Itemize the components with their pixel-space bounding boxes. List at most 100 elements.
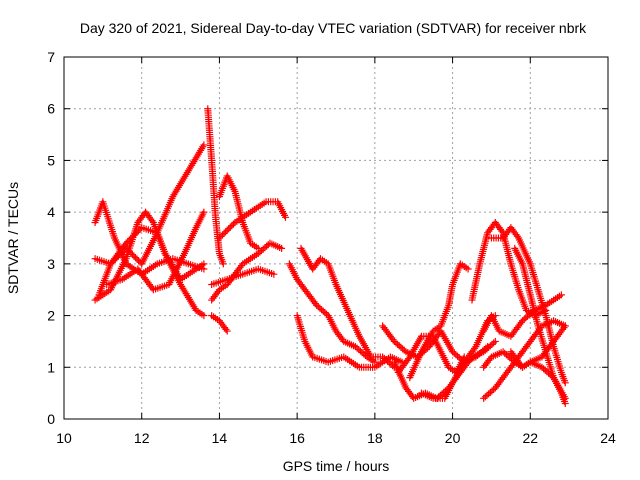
data-point bbox=[228, 222, 236, 230]
data-point bbox=[256, 248, 264, 256]
series-trace-n bbox=[293, 312, 406, 371]
series-trace-z bbox=[507, 348, 569, 402]
data-point bbox=[506, 354, 514, 362]
data-point bbox=[261, 244, 269, 252]
data-point bbox=[124, 246, 132, 254]
data-point bbox=[128, 251, 136, 259]
data-point bbox=[449, 348, 457, 356]
data-point bbox=[397, 343, 405, 351]
data-point bbox=[486, 388, 494, 396]
y-tick-label: 1 bbox=[47, 359, 55, 375]
data-point bbox=[130, 252, 138, 260]
x-tick-label: 16 bbox=[289, 430, 305, 446]
series-trace-f bbox=[204, 105, 227, 268]
data-point bbox=[390, 337, 398, 345]
data-point bbox=[226, 223, 234, 231]
data-point bbox=[502, 351, 510, 359]
data-point bbox=[225, 225, 233, 233]
data-points bbox=[91, 105, 569, 407]
data-point bbox=[499, 348, 507, 356]
series-trace-j bbox=[215, 198, 289, 242]
data-point bbox=[223, 327, 231, 335]
data-point bbox=[314, 303, 322, 311]
data-point bbox=[321, 309, 329, 317]
data-point bbox=[480, 348, 488, 356]
series-trace-q bbox=[394, 332, 468, 376]
data-point bbox=[360, 350, 368, 358]
data-point bbox=[504, 352, 512, 360]
data-point bbox=[546, 371, 554, 379]
series-trace-t bbox=[468, 218, 550, 320]
y-tick-label: 0 bbox=[47, 411, 55, 427]
series-trace-l bbox=[285, 260, 379, 366]
data-point bbox=[215, 234, 223, 242]
data-point bbox=[483, 391, 491, 399]
data-point bbox=[108, 258, 116, 266]
data-point bbox=[219, 260, 227, 268]
data-point bbox=[222, 325, 230, 333]
data-point bbox=[483, 345, 491, 353]
data-point bbox=[223, 226, 231, 234]
data-point bbox=[545, 369, 553, 377]
data-point bbox=[214, 287, 222, 295]
data-point bbox=[490, 339, 498, 347]
data-point bbox=[107, 260, 115, 268]
data-point bbox=[522, 314, 530, 322]
data-point bbox=[490, 385, 498, 393]
data-point bbox=[517, 318, 525, 326]
series-trace-m bbox=[297, 244, 398, 371]
data-point bbox=[541, 366, 549, 374]
data-point bbox=[358, 349, 366, 357]
series-trace-d bbox=[95, 141, 208, 299]
x-tick-label: 10 bbox=[56, 430, 72, 446]
data-point bbox=[481, 393, 489, 401]
data-point bbox=[501, 349, 509, 357]
data-point bbox=[237, 262, 245, 270]
data-point bbox=[353, 344, 361, 352]
data-point bbox=[318, 306, 326, 314]
data-point bbox=[311, 300, 319, 308]
data-point bbox=[148, 217, 156, 225]
data-point bbox=[519, 317, 527, 325]
data-point bbox=[116, 251, 124, 259]
data-point bbox=[133, 255, 141, 263]
y-tick-label: 2 bbox=[47, 308, 55, 324]
series-trace-h bbox=[208, 265, 278, 289]
data-point bbox=[319, 307, 327, 315]
y-axis-title: SDTVAR / TECUs bbox=[5, 182, 21, 294]
data-point bbox=[127, 249, 135, 257]
data-point bbox=[513, 232, 521, 240]
x-tick-label: 12 bbox=[134, 430, 150, 446]
data-point bbox=[278, 244, 286, 252]
data-point bbox=[122, 244, 130, 252]
data-point bbox=[486, 342, 494, 350]
x-tick-label: 24 bbox=[600, 430, 616, 446]
data-point bbox=[281, 213, 289, 221]
x-axis-title: GPS time / hours bbox=[283, 458, 390, 474]
series-trace-r bbox=[406, 260, 472, 382]
data-point bbox=[498, 227, 506, 235]
data-point bbox=[561, 322, 569, 330]
data-point bbox=[111, 255, 119, 263]
y-tick-label: 6 bbox=[47, 101, 55, 117]
y-tick-label: 7 bbox=[47, 49, 55, 65]
series-trace-y bbox=[511, 244, 569, 407]
data-point bbox=[389, 336, 397, 344]
data-point bbox=[200, 208, 208, 216]
data-point bbox=[561, 394, 569, 402]
data-point bbox=[119, 247, 127, 255]
data-point bbox=[254, 244, 262, 252]
data-point bbox=[118, 249, 126, 257]
y-tick-label: 5 bbox=[47, 152, 55, 168]
data-point bbox=[316, 304, 324, 312]
y-tick-label: 3 bbox=[47, 256, 55, 272]
data-point bbox=[491, 337, 499, 345]
series-trace-g bbox=[208, 312, 231, 335]
data-point bbox=[488, 387, 496, 395]
data-point bbox=[520, 315, 528, 323]
data-point bbox=[313, 301, 321, 309]
chart-title: Day 320 of 2021, Sidereal Day-to-day VTE… bbox=[80, 20, 587, 36]
data-point bbox=[454, 352, 462, 360]
